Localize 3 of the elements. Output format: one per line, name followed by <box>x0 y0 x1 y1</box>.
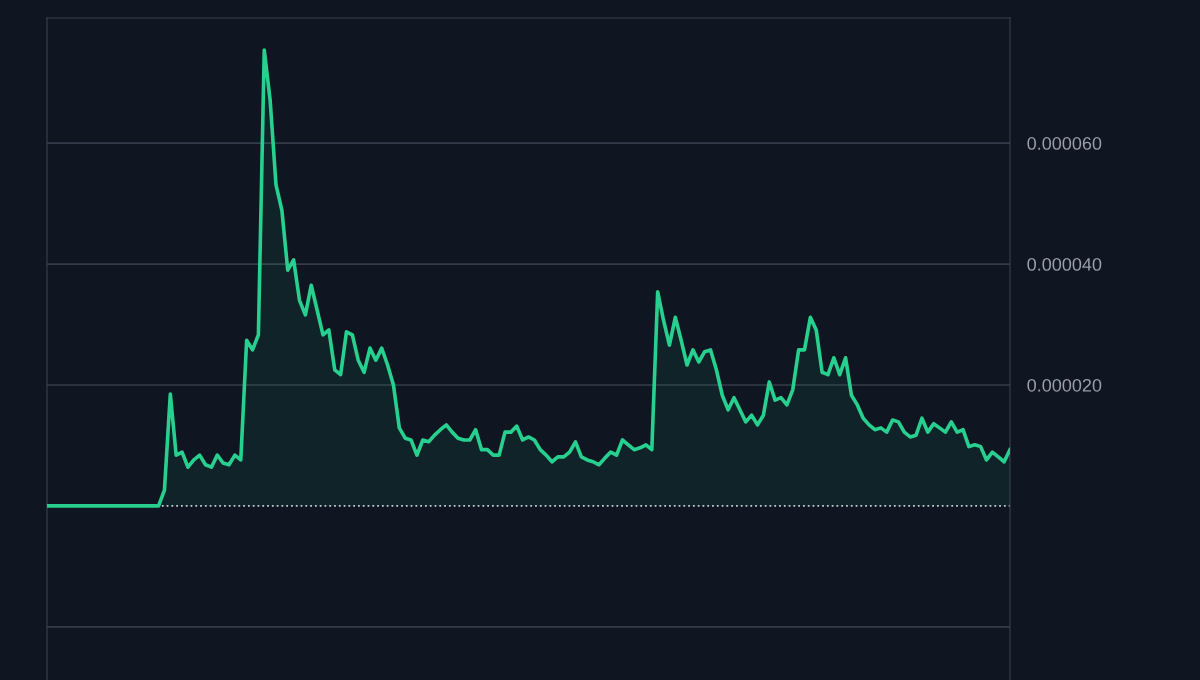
y-tick-label: 0.000020 <box>1027 378 1102 392</box>
y-tick-label: 0.000040 <box>1027 257 1102 271</box>
y-tick-label: 0.000060 <box>1027 137 1102 150</box>
